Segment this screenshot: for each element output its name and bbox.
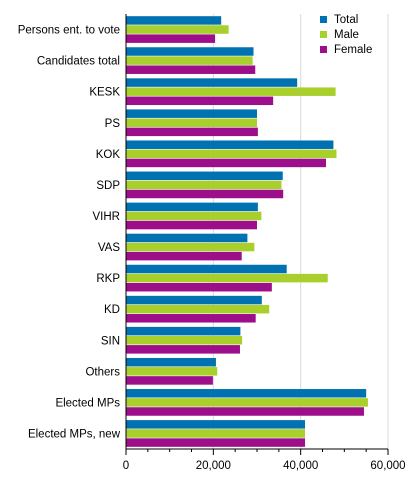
legend-swatch-total (320, 16, 327, 23)
category-label-6: VIHR (93, 211, 120, 223)
bar-female-0 (126, 34, 216, 43)
bar-female-12 (126, 407, 364, 416)
category-label-11: Others (85, 366, 120, 378)
category-labels: Persons ent. to vote Candidates total KESK… (18, 25, 121, 441)
bar-male-8 (126, 273, 328, 283)
bar-total-10 (126, 326, 241, 336)
bar-male-7 (126, 242, 255, 252)
bar-marks (126, 16, 368, 447)
bar-total-1 (126, 47, 254, 56)
legend: Total Male Female (320, 14, 372, 56)
legend-swatch-male (320, 31, 327, 38)
bar-female-7 (126, 251, 242, 261)
category-label-4: KOK (96, 149, 121, 161)
legend-label-male: Male (334, 29, 359, 41)
category-label-5: SDP (96, 180, 120, 192)
bar-male-12 (126, 398, 368, 407)
bar-female-5 (126, 189, 284, 199)
bar-female-9 (126, 314, 256, 323)
x-tick-label-0: 0 (123, 460, 129, 472)
bar-female-6 (126, 220, 257, 230)
bar-total-3 (126, 109, 257, 118)
bar-male-0 (126, 25, 229, 34)
bar-male-1 (126, 56, 253, 65)
category-label-2: KESK (89, 87, 120, 99)
x-tick-label-1: 20,000 (196, 460, 231, 472)
bar-total-13 (126, 420, 306, 429)
bar-male-2 (126, 87, 336, 96)
x-tick-label-3: 60,000 (370, 460, 405, 472)
bar-female-10 (126, 345, 240, 354)
category-label-9: KD (104, 304, 120, 316)
bar-male-3 (126, 118, 257, 127)
category-label-3: PS (105, 118, 121, 130)
legend-swatch-female (320, 46, 327, 53)
bar-total-2 (126, 78, 298, 87)
bar-female-2 (126, 96, 274, 106)
bar-female-4 (126, 158, 326, 168)
axes: 0 20,000 40,000 60,000 (123, 14, 406, 472)
bar-total-7 (126, 233, 248, 243)
bar-total-11 (126, 357, 216, 367)
bar-male-6 (126, 211, 262, 221)
legend-label-female: Female (334, 44, 372, 56)
bar-female-8 (126, 282, 272, 292)
bar-total-6 (126, 202, 258, 212)
category-label-12: Elected MPs (55, 397, 120, 409)
bar-total-4 (126, 140, 334, 149)
bar-total-12 (126, 389, 367, 398)
category-label-1: Candidates total (37, 56, 120, 68)
bar-male-11 (126, 367, 218, 376)
bar-total-5 (126, 171, 283, 181)
category-label-10: SIN (101, 335, 120, 347)
bar-total-0 (126, 16, 222, 25)
bar-female-1 (126, 65, 256, 74)
bar-female-13 (126, 438, 306, 447)
bar-female-3 (126, 127, 258, 137)
category-label-8: RKP (96, 273, 120, 285)
bar-total-8 (126, 264, 287, 274)
bar-male-13 (126, 429, 306, 438)
x-tick-label-2: 40,000 (283, 460, 318, 472)
category-label-7: VAS (98, 242, 120, 254)
bar-male-10 (126, 336, 243, 345)
bar-male-4 (126, 149, 337, 159)
bar-male-5 (126, 180, 282, 190)
legend-label-total: Total (334, 14, 358, 26)
bar-male-9 (126, 304, 270, 314)
category-label-13: Elected MPs, new (28, 428, 121, 440)
bar-female-11 (126, 376, 213, 385)
category-label-0: Persons ent. to vote (18, 25, 120, 37)
bar-total-9 (126, 295, 262, 305)
